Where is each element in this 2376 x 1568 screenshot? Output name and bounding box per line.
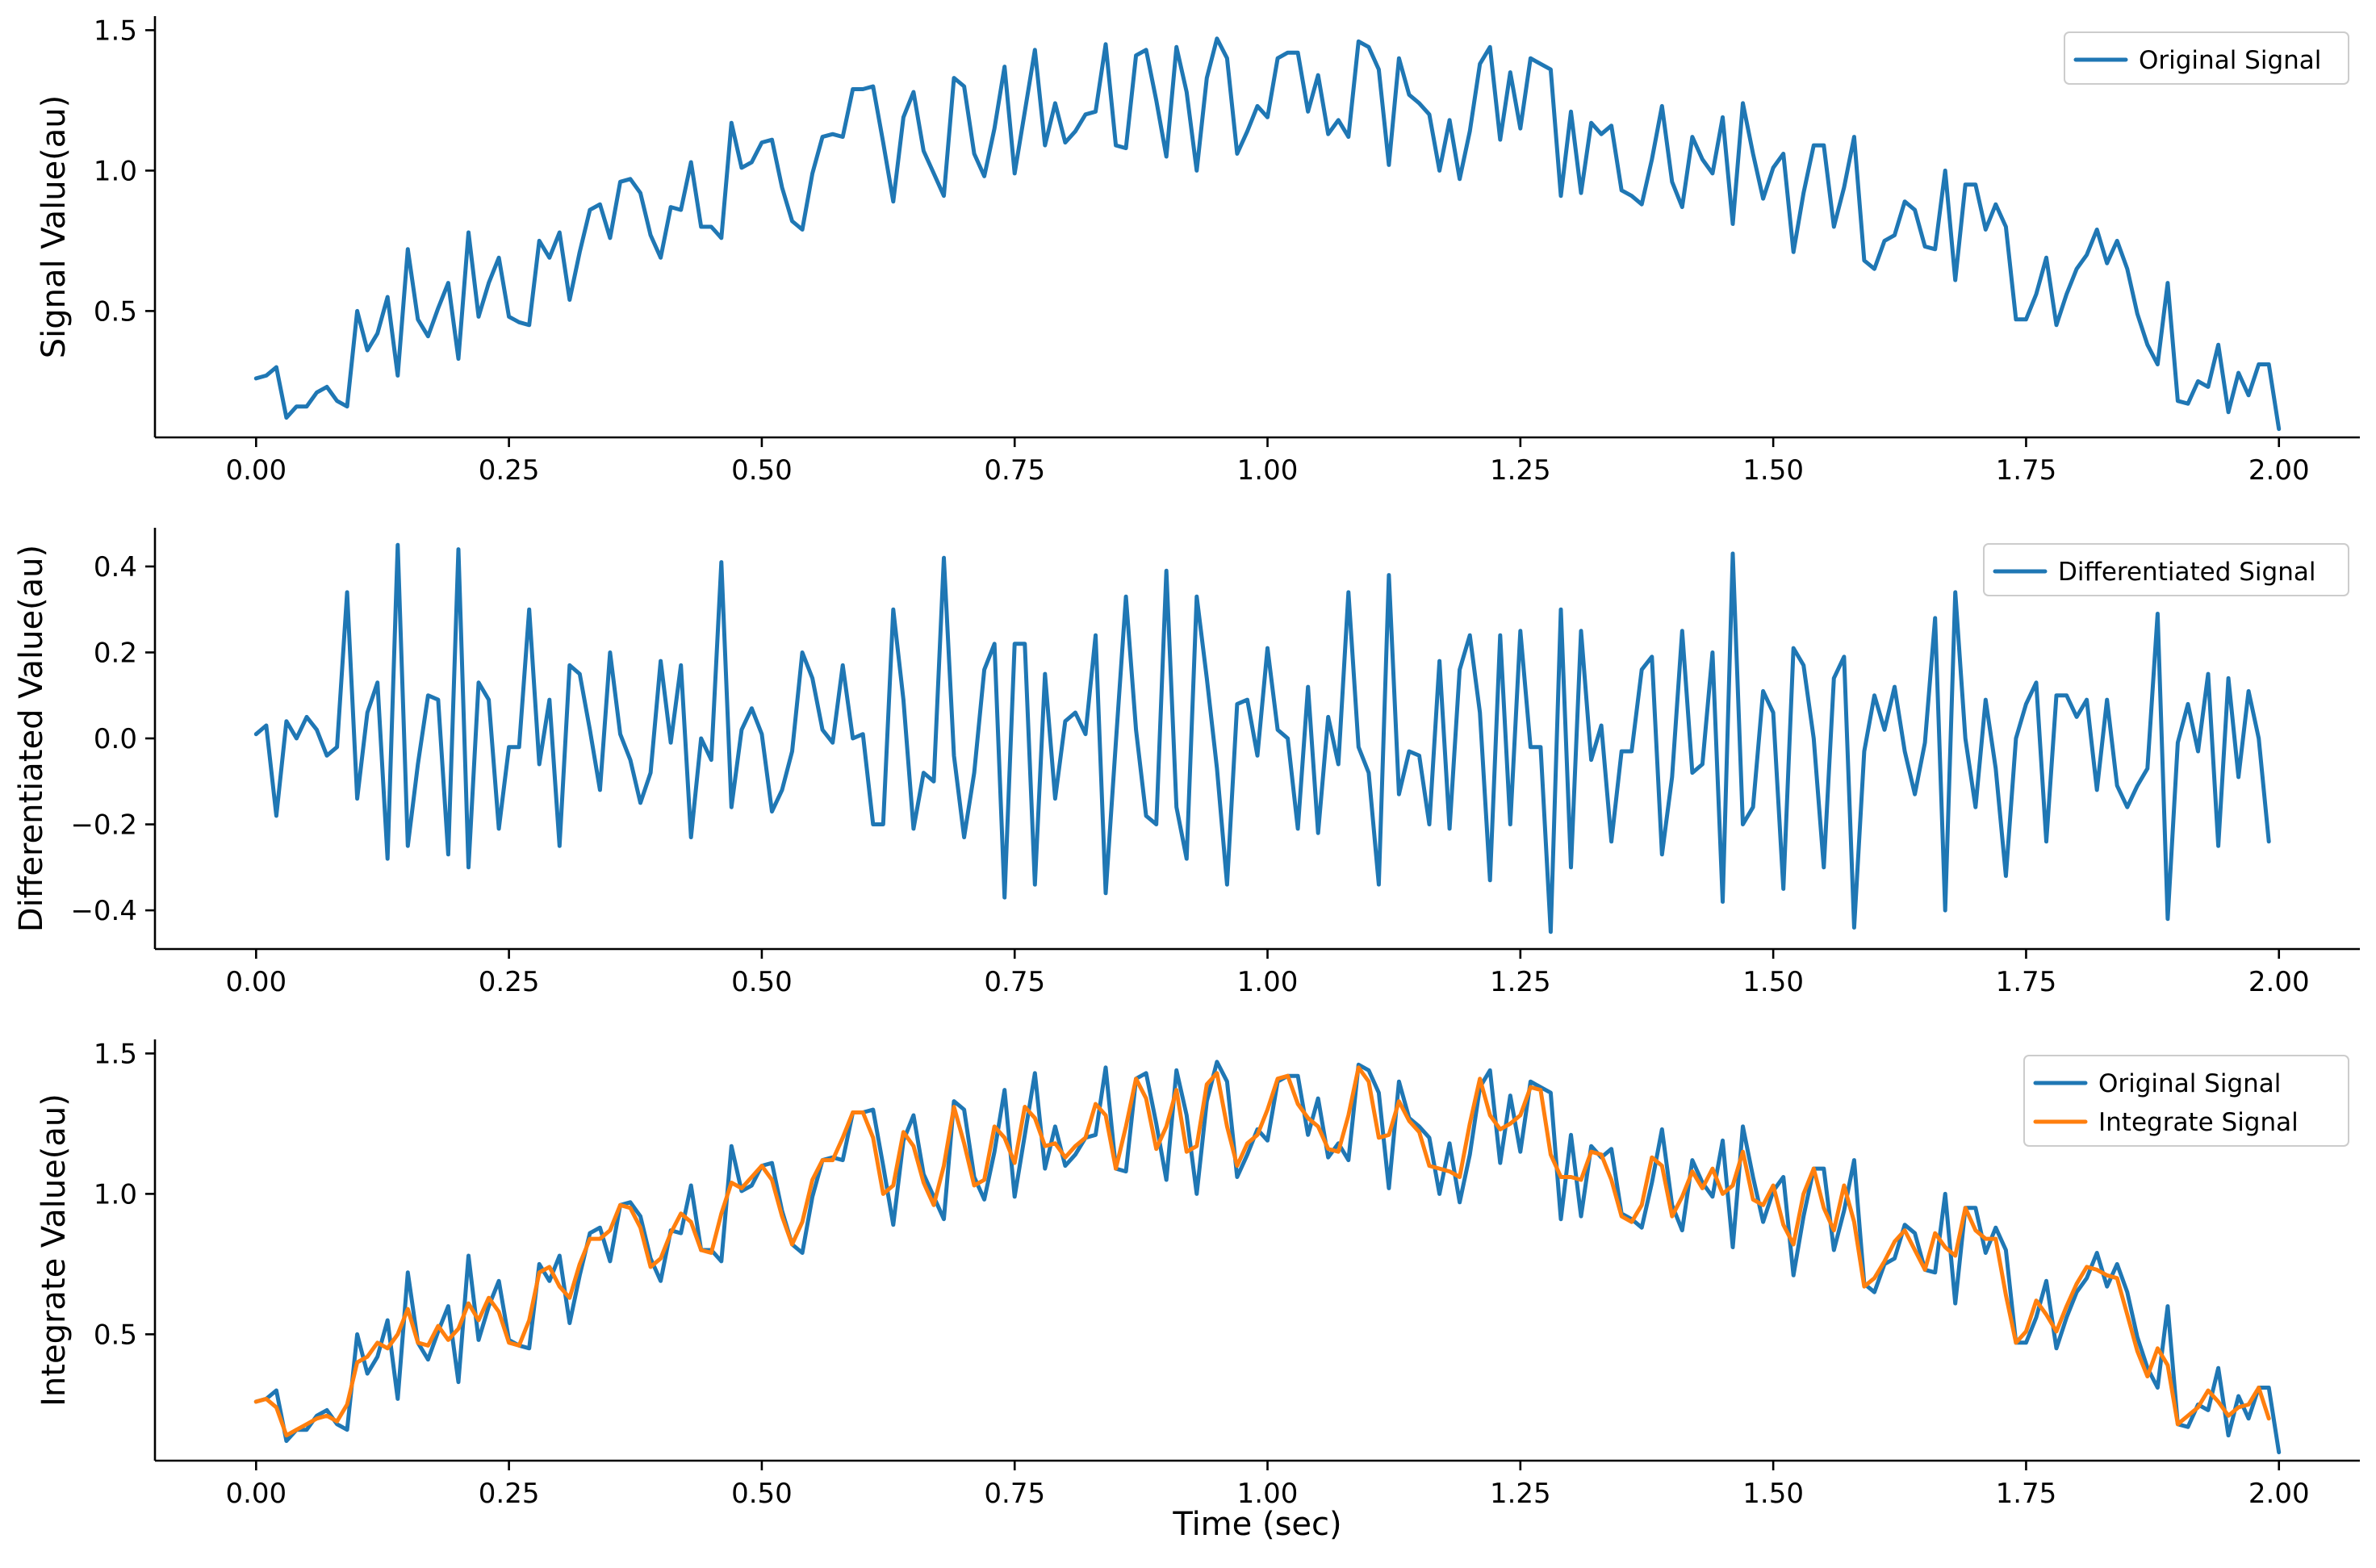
y-tick-label: −0.4 [70, 895, 137, 927]
x-tick-label: 0.00 [225, 1478, 287, 1510]
x-tick-label: 2.00 [2248, 454, 2310, 487]
x-tick-label: 1.25 [1490, 454, 1551, 487]
y-tick-label: 0.5 [94, 295, 137, 328]
series-line-original-signal [253, 1060, 2282, 1455]
y-tick-label: 0.2 [94, 637, 137, 669]
x-tick-label: 1.25 [1490, 966, 1551, 998]
x-tick-label: 1.00 [1237, 454, 1299, 487]
x-tick-label: 0.75 [984, 966, 1045, 998]
subplot-2: 0.00 0.25 0.50 0.75 1.00 1.25 1.50 1.75 2.00 −0.4… [13, 528, 2360, 998]
series-line-original-signal [253, 36, 2282, 432]
legend-frame [1983, 543, 2349, 596]
x-tick-label: 1.25 [1490, 1478, 1551, 1510]
legend-label: Original Signal [2139, 46, 2321, 75]
y-axis-label: Integrate Value(au) [36, 1093, 73, 1407]
x-tick-label: 0.75 [984, 454, 1045, 487]
x-tick-label: 0.50 [731, 1478, 793, 1510]
subplot-1: 0.00 0.25 0.50 0.75 1.00 1.25 1.50 1.75 2.00 0.5 1… [36, 15, 2360, 487]
y-tick-label: 1.0 [94, 155, 137, 187]
y-tick-label: −0.2 [70, 809, 137, 842]
y-tick-label: 1.0 [94, 1178, 137, 1210]
x-tick-label: 0.25 [479, 454, 540, 487]
legend-label: Integrate Signal [2098, 1108, 2299, 1137]
series-line-differentiated-signal [253, 542, 2271, 935]
x-tick-label: 0.75 [984, 1478, 1045, 1510]
x-tick-label: 2.00 [2248, 1478, 2310, 1510]
subplot-3: 0.00 0.25 0.50 0.75 1.00 1.25 1.50 1.75 2.00 0.5 1… [36, 1038, 2360, 1543]
y-tick-label: 1.5 [94, 15, 137, 47]
x-tick-label: 0.50 [731, 966, 793, 998]
y-axis-label: Differentiated Value(au) [13, 545, 50, 932]
x-tick-label: 1.00 [1237, 966, 1299, 998]
y-tick-label: 0.0 [94, 723, 137, 755]
legend-label: Differentiated Signal [2058, 558, 2315, 587]
y-tick-label: 0.4 [94, 551, 137, 583]
legend: Original Signal Integrate Signal [2023, 1055, 2349, 1147]
y-axis-label: Signal Value(au) [36, 95, 73, 359]
series-line-integrate-signal [253, 1065, 2271, 1438]
legend: Original Signal [2064, 31, 2349, 85]
x-tick-label: 1.75 [1996, 966, 2057, 998]
x-tick-label: 1.50 [1742, 454, 1804, 487]
x-tick-label: 1.00 [1237, 1478, 1299, 1510]
legend-frame [2023, 1055, 2349, 1147]
x-tick-label: 0.25 [479, 1478, 540, 1510]
x-tick-label: 0.25 [479, 966, 540, 998]
x-tick-label: 2.00 [2248, 966, 2310, 998]
legend-label: Original Signal [2098, 1069, 2281, 1098]
x-axis-label: Time (sec) [1172, 1506, 1341, 1543]
legend: Differentiated Signal [1983, 543, 2349, 596]
x-tick-label: 0.00 [225, 454, 287, 487]
x-tick-label: 1.50 [1742, 1478, 1804, 1510]
y-tick-label: 1.5 [94, 1038, 137, 1070]
x-tick-label: 0.50 [731, 454, 793, 487]
x-tick-label: 1.75 [1996, 1478, 2057, 1510]
y-tick-label: 0.5 [94, 1319, 137, 1351]
legend-frame [2064, 31, 2349, 85]
x-tick-label: 1.75 [1996, 454, 2057, 487]
x-tick-label: 0.00 [225, 966, 287, 998]
x-tick-label: 1.50 [1742, 966, 1804, 998]
